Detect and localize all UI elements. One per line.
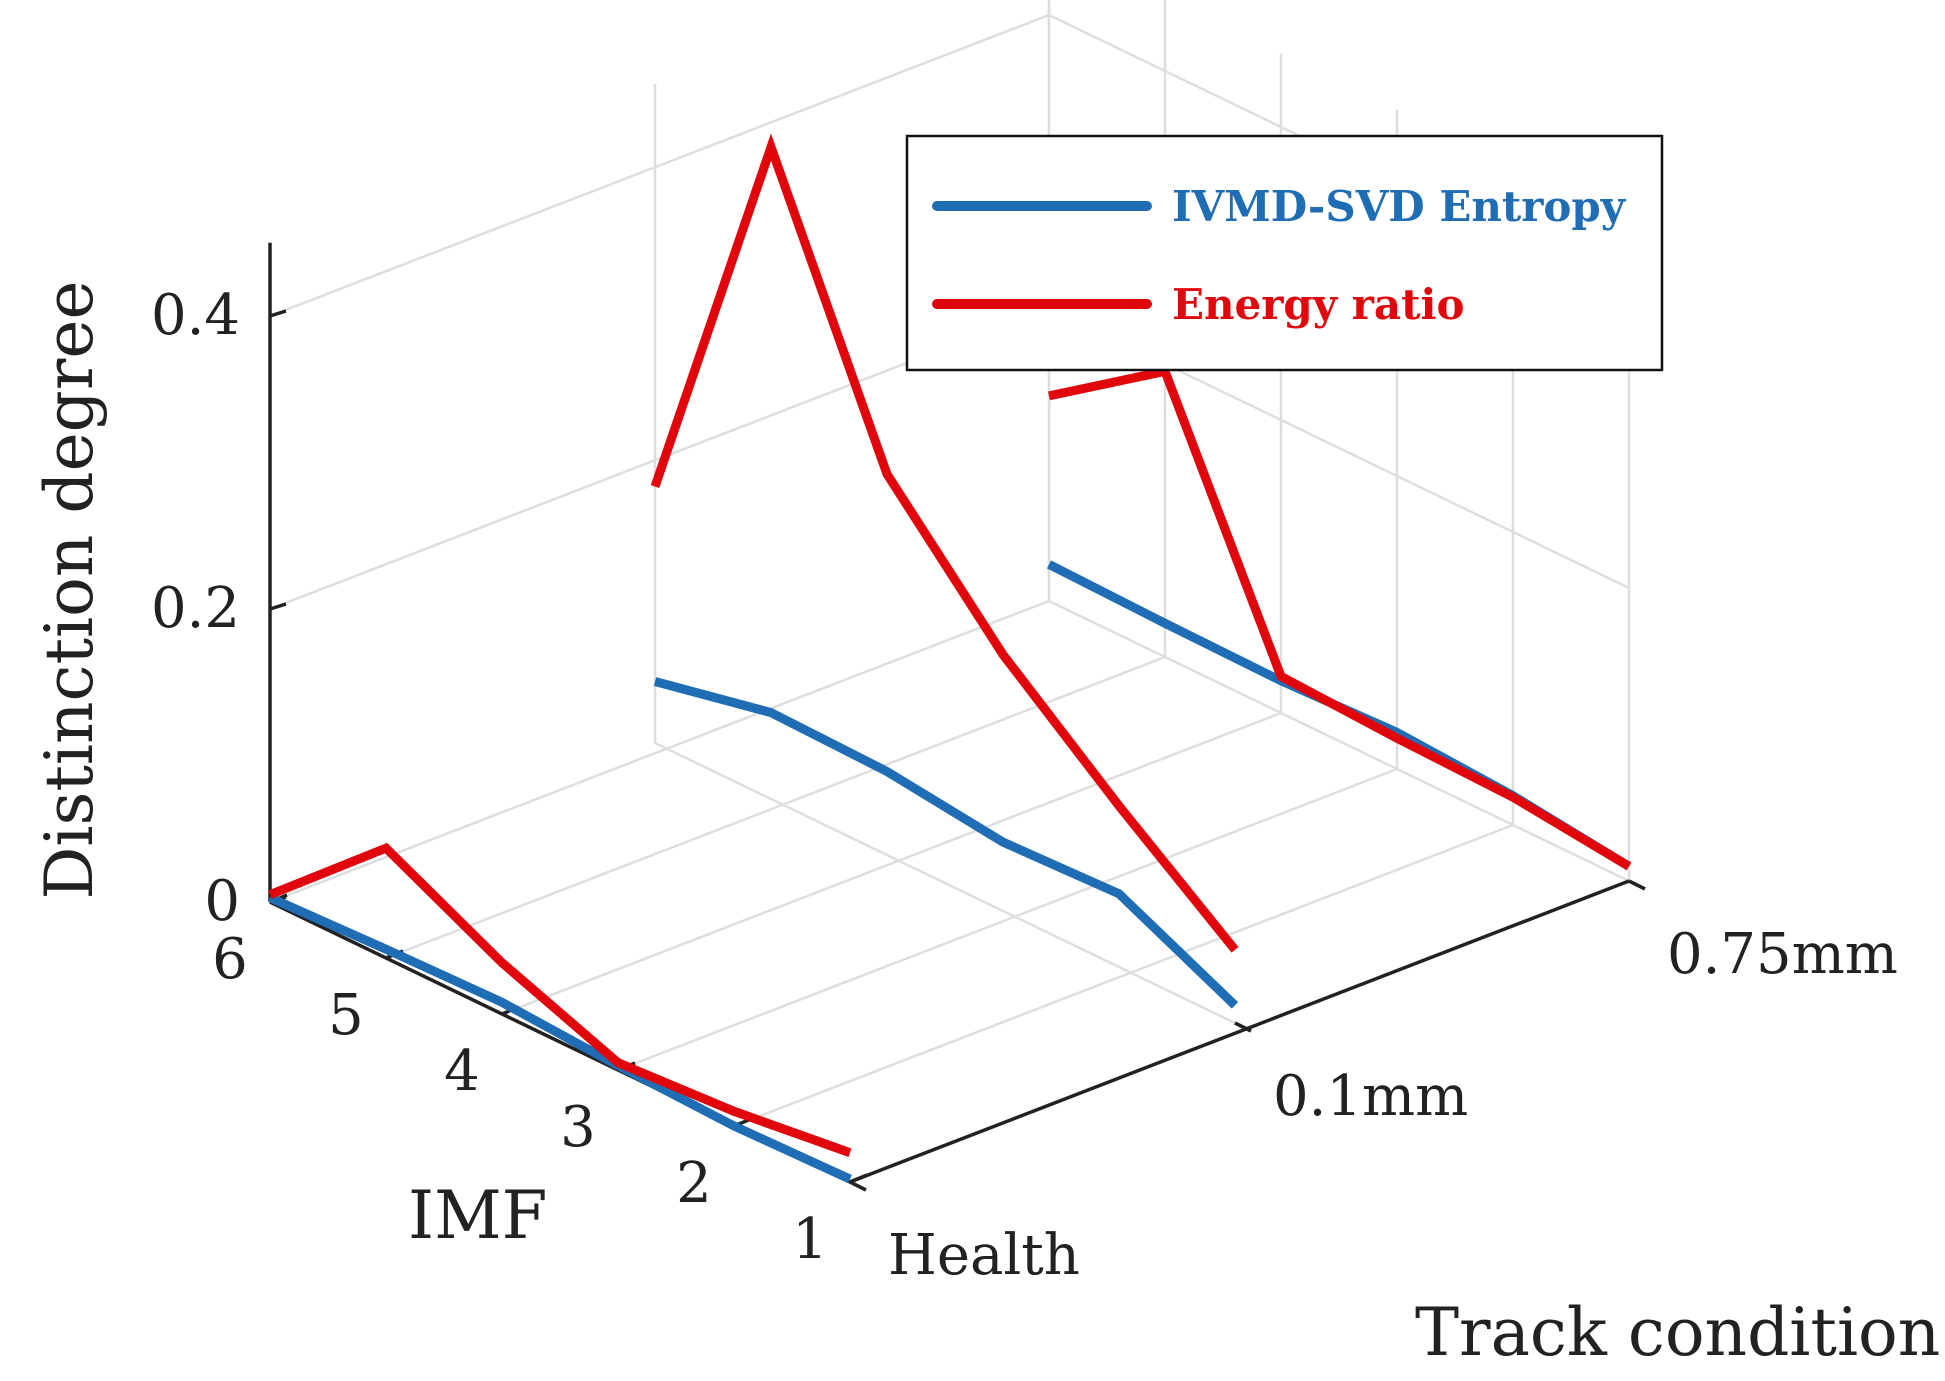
series-line-energy-health [268, 842, 852, 1157]
z-tick-label: 0.4 [151, 283, 240, 348]
z-tick [269, 309, 287, 318]
legend: IVMD-SVD Entropy Energy ratio [905, 134, 1664, 372]
z-tick-label: 0.2 [151, 576, 240, 641]
legend-label-energy: Energy ratio [1172, 280, 1465, 329]
legend-label-entropy: IVMD-SVD Entropy [1172, 182, 1627, 231]
series-line-entropy-health [268, 893, 852, 1184]
z-axis-label: Distinction degree [31, 280, 108, 899]
imf-tick-label: 2 [676, 1151, 712, 1216]
grid-floor-imf [385, 655, 1166, 960]
series-line-energy-01mm [650, 133, 1239, 953]
condition-tick [1628, 879, 1646, 891]
grid-floor-imf [617, 767, 1398, 1072]
grid-floor-imf [733, 823, 1514, 1128]
imf-tick-label: 4 [444, 1039, 480, 1104]
grid-floor-condition [1048, 599, 1630, 883]
series-line-entropy-01mm [653, 677, 1239, 1009]
imf-tick-label: 3 [560, 1095, 596, 1160]
imf-tick [849, 1173, 868, 1184]
y-axis [849, 879, 1630, 1184]
condition-tick-label: 0.75mm [1667, 922, 1898, 987]
z-tick [269, 602, 287, 611]
condition-tick-label: 0.1mm [1273, 1064, 1468, 1129]
condition-tick [849, 1180, 867, 1192]
grid-backwall-horizontal [269, 13, 1050, 318]
condition-tick [1234, 1021, 1252, 1033]
imf-tick-label: 6 [212, 927, 248, 992]
series-group [268, 133, 1632, 1184]
legend-box [905, 134, 1664, 372]
grid-floor-imf [269, 599, 1050, 904]
x-axis-label: IMF [408, 1177, 547, 1254]
condition-tick-label: Health [888, 1223, 1080, 1288]
z-tick-label: 0 [204, 869, 240, 934]
axes: 0 0.2 0.4 1 2 3 4 5 6 Health 0.1mm 0.75mm [151, 242, 1898, 1288]
y-axis-label: Track condition [1415, 1294, 1940, 1371]
grid-floor-condition [654, 741, 1236, 1025]
imf-tick-label: 5 [328, 983, 364, 1048]
series-line-energy-075mm [1048, 366, 1632, 871]
imf-tick-label: 1 [792, 1207, 828, 1272]
grid-floor-imf [501, 711, 1282, 1016]
